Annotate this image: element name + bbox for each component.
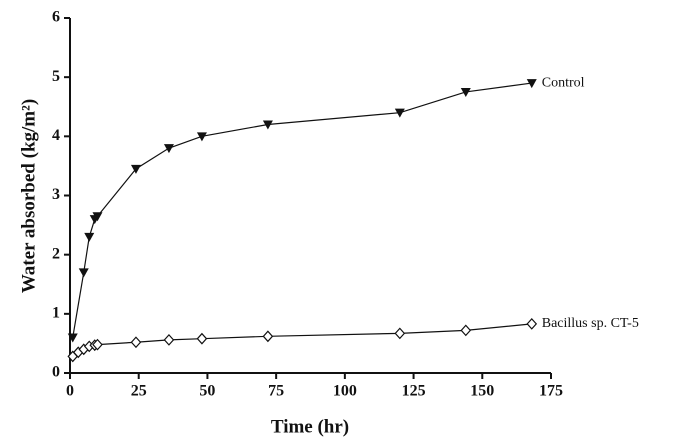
point [163,144,174,154]
series-line [72,82,532,338]
point [78,268,89,278]
y-tick-label: 5 [52,68,60,85]
y-axis-label: Water absorbed (kg/m²) [18,99,39,293]
point [163,333,175,346]
point [394,108,405,118]
point [394,327,406,340]
y-tick-label: 1 [52,305,60,322]
point [262,330,274,343]
y-tick-label: 3 [52,186,60,203]
x-tick-label: 175 [539,383,563,400]
x-axis-label: Time (hr) [271,416,349,437]
point [526,317,538,330]
y-tick-label: 0 [52,364,60,381]
point [460,87,471,97]
x-tick-label: 150 [470,383,494,400]
point [67,333,78,343]
x-tick-label: 25 [131,383,147,400]
series-label: Bacillus sp. CT-5 [542,316,639,331]
point [196,332,208,345]
x-tick-label: 75 [268,383,284,400]
x-tick-label: 125 [402,383,426,400]
point [130,336,142,349]
point [460,324,472,337]
point [92,338,103,351]
series-label: Control [542,75,585,90]
x-tick-label: 0 [66,383,74,400]
point [92,212,103,222]
x-tick-label: 50 [199,383,215,400]
y-tick-label: 6 [52,9,60,26]
x-tick-label: 100 [333,383,357,400]
y-tick-label: 4 [52,127,60,144]
point [526,79,537,89]
point [262,120,273,130]
point [196,132,207,142]
point [84,232,95,242]
point [130,164,141,174]
y-tick-label: 2 [52,245,60,262]
